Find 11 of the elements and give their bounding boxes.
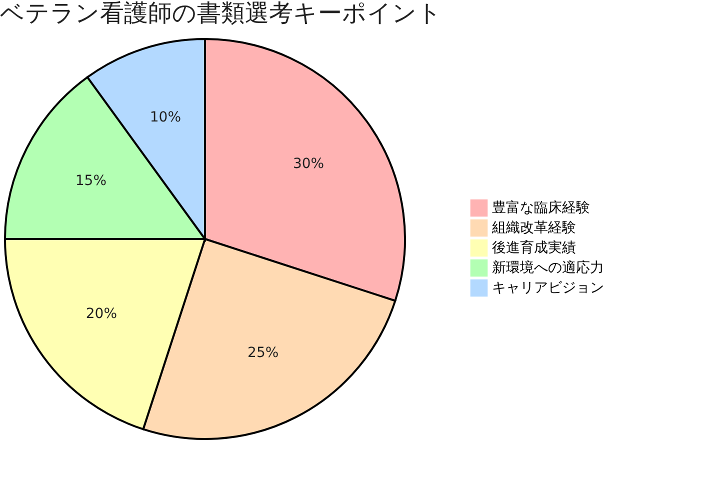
data-label: 30% <box>292 156 324 172</box>
data-label: 20% <box>86 306 118 322</box>
data-label: 25% <box>248 345 279 362</box>
legend-label: キャリアビジョン <box>492 280 604 296</box>
legend-label: 新環境への適応力 <box>492 260 604 276</box>
chart-title: ベテラン看護師の書類選考キーポイント <box>0 0 442 27</box>
legend-label: 組織改革経験 <box>491 220 576 236</box>
data-label: 15% <box>75 172 107 189</box>
data-label: 10% <box>150 109 182 126</box>
legend-label: 後進育成実績 <box>492 239 576 256</box>
legend-label: 豊富な臨床経験 <box>492 200 590 216</box>
